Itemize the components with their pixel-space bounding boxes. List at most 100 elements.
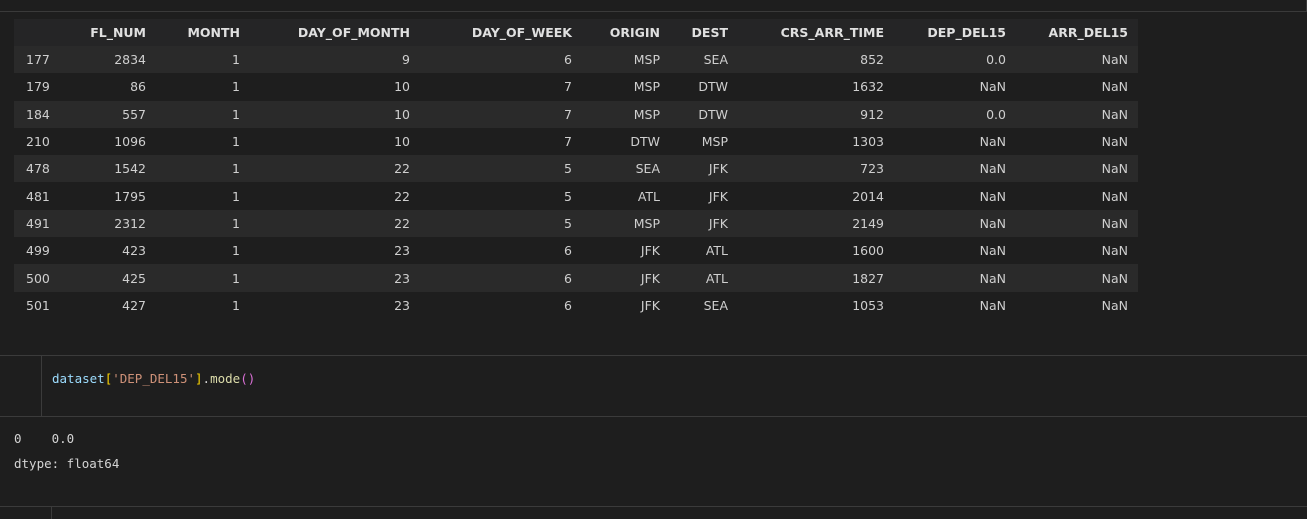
table-cell: NaN	[894, 182, 1016, 210]
table-cell: 6	[420, 237, 582, 265]
table-cell: JFK	[582, 291, 670, 319]
table-cell: NaN	[1016, 264, 1138, 292]
table-cell: 1	[156, 100, 250, 128]
table-cell: NaN	[1016, 209, 1138, 238]
row-index: 500	[14, 264, 66, 292]
table-cell: JFK	[582, 237, 670, 265]
code-bracket: ]	[195, 371, 203, 386]
cell-gutter[interactable]	[0, 356, 42, 416]
table-cell: 86	[66, 73, 156, 101]
table-cell: JFK	[582, 264, 670, 292]
table-cell: 1	[156, 46, 250, 74]
table-cell: NaN	[894, 209, 1016, 238]
cell-gutter[interactable]	[0, 507, 52, 519]
table-cell: JFK	[670, 155, 738, 183]
table-cell: NaN	[1016, 182, 1138, 210]
table-cell: SEA	[670, 46, 738, 74]
row-index: 177	[14, 46, 66, 74]
output-line: 0 0.0	[14, 431, 75, 446]
column-header: DAY_OF_MONTH	[250, 19, 420, 46]
code-editor-line[interactable]: dataset['DEP_DEL15'].mode()	[52, 371, 255, 386]
row-index: 501	[14, 291, 66, 319]
row-index: 481	[14, 182, 66, 210]
table-cell: 1600	[738, 237, 894, 265]
table-cell: ATL	[670, 237, 738, 265]
table-cell: 10	[250, 73, 420, 101]
table-cell: 1	[156, 73, 250, 101]
column-header: DEP_DEL15	[894, 19, 1016, 46]
table-row: 478 1542 1 22 5 SEA JFK 723 NaN NaN	[14, 155, 1138, 183]
table-row: 177 2834 1 9 6 MSP SEA 852 0.0 NaN	[14, 46, 1138, 74]
table-cell: NaN	[1016, 100, 1138, 128]
table-cell: 723	[738, 155, 894, 183]
table-cell: 912	[738, 100, 894, 128]
table-cell: 0.0	[894, 46, 1016, 74]
table-cell: 1	[156, 182, 250, 210]
table-cell: 1827	[738, 264, 894, 292]
dataframe-table: FL_NUM MONTH DAY_OF_MONTH DAY_OF_WEEK OR…	[14, 19, 1138, 319]
table-cell: NaN	[894, 73, 1016, 101]
table-cell: 852	[738, 46, 894, 74]
table-cell: 425	[66, 264, 156, 292]
table-cell: 0.0	[894, 100, 1016, 128]
table-body: 177 2834 1 9 6 MSP SEA 852 0.0 NaN 179 86 1 10 7 MSP DTW…	[14, 46, 1138, 319]
table-cell: 1795	[66, 182, 156, 210]
table-cell: MSP	[582, 46, 670, 74]
table-cell: 7	[420, 73, 582, 101]
table-cell: 1542	[66, 155, 156, 183]
table-cell: 2312	[66, 209, 156, 238]
table-cell: 2834	[66, 46, 156, 74]
table-cell: NaN	[1016, 155, 1138, 183]
column-header: DAY_OF_WEEK	[420, 19, 582, 46]
table-cell: 1	[156, 291, 250, 319]
table-cell: DTW	[582, 127, 670, 156]
table-cell: 423	[66, 237, 156, 265]
table-cell: 23	[250, 237, 420, 265]
cell-output: 0 0.0 dtype: float64	[14, 426, 119, 476]
output-line: dtype: float64	[14, 456, 120, 471]
table-cell: DTW	[670, 73, 738, 101]
table-cell: 9	[250, 46, 420, 74]
table-cell: ATL	[670, 264, 738, 292]
code-bracket: [	[104, 371, 113, 386]
table-cell: 5	[420, 182, 582, 210]
table-cell: 10	[250, 127, 420, 156]
code-parens: ()	[240, 371, 256, 386]
previous-cell-edge[interactable]	[0, 0, 1307, 12]
table-cell: 1	[156, 155, 250, 183]
table-cell: 7	[420, 100, 582, 128]
next-cell-edge[interactable]	[0, 506, 1307, 519]
table-cell: DTW	[670, 100, 738, 128]
column-header: MONTH	[156, 19, 250, 46]
table-cell: 22	[250, 155, 420, 183]
table-cell: 1096	[66, 127, 156, 156]
table-row: 499 423 1 23 6 JFK ATL 1600 NaN NaN	[14, 237, 1138, 265]
table-cell: 22	[250, 182, 420, 210]
table-cell: 10	[250, 100, 420, 128]
row-index: 184	[14, 100, 66, 128]
table-cell: 6	[420, 46, 582, 74]
index-header	[14, 19, 66, 46]
code-dot: .	[202, 371, 211, 386]
table-cell: 1632	[738, 73, 894, 101]
table-cell: NaN	[894, 155, 1016, 183]
row-index: 491	[14, 209, 66, 238]
table-header-row: FL_NUM MONTH DAY_OF_MONTH DAY_OF_WEEK OR…	[14, 19, 1138, 46]
table-cell: NaN	[1016, 46, 1138, 74]
code-method: mode	[210, 371, 241, 386]
column-header: ARR_DEL15	[1016, 19, 1138, 46]
table-cell: 427	[66, 291, 156, 319]
table-row: 179 86 1 10 7 MSP DTW 1632 NaN NaN	[14, 73, 1138, 101]
row-index: 179	[14, 73, 66, 101]
column-header: CRS_ARR_TIME	[738, 19, 894, 46]
code-cell[interactable]: dataset['DEP_DEL15'].mode()	[0, 355, 1307, 417]
table-row: 481 1795 1 22 5 ATL JFK 2014 NaN NaN	[14, 182, 1138, 210]
table-cell: 23	[250, 264, 420, 292]
table-cell: 1	[156, 127, 250, 156]
table-cell: 1053	[738, 291, 894, 319]
code-variable: dataset	[52, 371, 105, 386]
table-cell: NaN	[894, 264, 1016, 292]
table-cell: NaN	[894, 127, 1016, 156]
table-row: 210 1096 1 10 7 DTW MSP 1303 NaN NaN	[14, 127, 1138, 156]
